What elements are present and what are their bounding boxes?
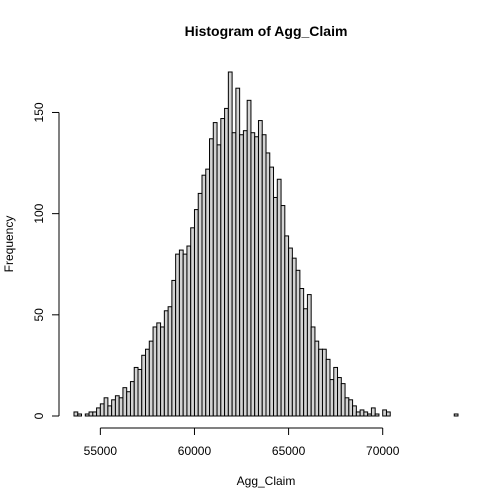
histogram-bar: [246, 99, 252, 417]
histogram-bar: [318, 348, 323, 417]
histogram-bar: [126, 391, 131, 417]
histogram-bar: [96, 407, 101, 417]
histogram-bar: [333, 366, 339, 417]
histogram-bar: [122, 387, 128, 417]
histogram-bar: [77, 413, 83, 417]
histogram-bar: [186, 245, 192, 417]
histogram-bar: [348, 399, 354, 417]
histogram-bar: [265, 152, 271, 417]
histogram-bar: [288, 247, 293, 417]
x-tick-label: 60000: [178, 444, 212, 458]
histogram-bar: [103, 397, 109, 417]
x-tick-label: 65000: [272, 444, 306, 458]
histogram-bar: [276, 178, 282, 417]
histogram-bar: [385, 411, 391, 417]
histogram-bar: [325, 358, 331, 417]
x-axis-label: Agg_Claim: [237, 474, 296, 488]
y-tick-label: 50: [32, 308, 46, 322]
histogram-bar: [242, 130, 248, 417]
histogram-bar: [88, 411, 94, 417]
histogram-bar: [257, 120, 263, 417]
histogram-bar: [182, 253, 188, 417]
histogram-bar: [190, 227, 195, 417]
histogram-bar: [216, 144, 222, 417]
histogram-bar: [280, 205, 286, 417]
histogram-bar: [310, 326, 316, 417]
chart-title: Histogram of Agg_Claim: [185, 23, 348, 39]
histogram-bar: [291, 257, 297, 417]
histogram-bar: [92, 411, 98, 417]
histogram-bar: [84, 413, 90, 417]
histogram-bar: [167, 306, 173, 417]
histogram-bar: [254, 136, 259, 417]
histogram-bar: [359, 409, 365, 417]
histogram-bar: [163, 310, 169, 417]
histogram-bar: [197, 192, 203, 417]
histogram-bar: [99, 403, 105, 417]
histogram-bar: [107, 405, 113, 417]
histogram-bar: [205, 168, 211, 417]
x-tick-label: 55000: [84, 444, 118, 458]
histogram-bar: [261, 134, 267, 417]
histogram-bar: [337, 377, 342, 417]
histogram-bar: [224, 107, 229, 417]
histogram-bars: [73, 71, 459, 417]
y-tick-label: 100: [32, 203, 46, 223]
histogram-bar: [306, 294, 312, 417]
histogram-bar: [212, 122, 218, 417]
histogram-bar: [73, 411, 79, 417]
histogram-bar: [137, 368, 143, 417]
histogram-bar: [239, 134, 244, 417]
histogram-bar: [363, 411, 369, 417]
histogram-bar: [133, 366, 139, 417]
y-axis: 0 50 100 150: [32, 102, 60, 419]
histogram-bar: [235, 87, 241, 417]
histogram-bar: [314, 340, 320, 417]
histogram-bar: [231, 132, 237, 417]
histogram-bar: [352, 405, 357, 417]
histogram-bar: [160, 326, 165, 417]
histogram-bar: [156, 322, 162, 417]
histogram-bar: [193, 209, 199, 417]
histogram-bar: [148, 340, 154, 417]
histogram-bar: [367, 413, 372, 417]
histogram-bar: [453, 413, 459, 417]
histogram-bar: [321, 348, 327, 417]
histogram-bar: [171, 279, 177, 417]
x-tick-label: 70000: [366, 444, 400, 458]
histogram-bar: [299, 288, 305, 417]
histogram-bar: [303, 308, 308, 417]
histogram-bar: [250, 132, 256, 417]
histogram-bar: [382, 409, 387, 417]
histogram-bar: [340, 383, 346, 417]
histogram-bar: [111, 399, 116, 417]
histogram-bar: [329, 379, 335, 417]
histogram-bar: [175, 253, 180, 417]
histogram-bar: [152, 326, 158, 417]
histogram-bar: [145, 348, 150, 417]
histogram-bar: [295, 269, 301, 417]
y-tick-label: 0: [32, 412, 46, 419]
y-tick-label: 150: [32, 102, 46, 122]
x-axis: 55000 60000 65000 70000: [84, 427, 400, 458]
histogram-bar: [118, 397, 124, 417]
histogram-bar: [269, 166, 275, 417]
y-axis-label: Frequency: [2, 216, 16, 273]
histogram-bar: [370, 407, 376, 417]
histogram-bar: [114, 395, 120, 417]
histogram-bar: [284, 235, 290, 417]
histogram-bar: [201, 174, 207, 417]
histogram-bar: [227, 71, 233, 417]
histogram-bar: [220, 118, 226, 417]
histogram-bar: [374, 413, 380, 417]
histogram-bar: [178, 249, 184, 417]
histogram-bar: [209, 138, 214, 417]
histogram-bar: [273, 196, 278, 417]
histogram-bar: [129, 381, 135, 417]
histogram-bar: [141, 354, 147, 417]
histogram-bar: [355, 411, 361, 417]
histogram-bar: [344, 397, 350, 417]
